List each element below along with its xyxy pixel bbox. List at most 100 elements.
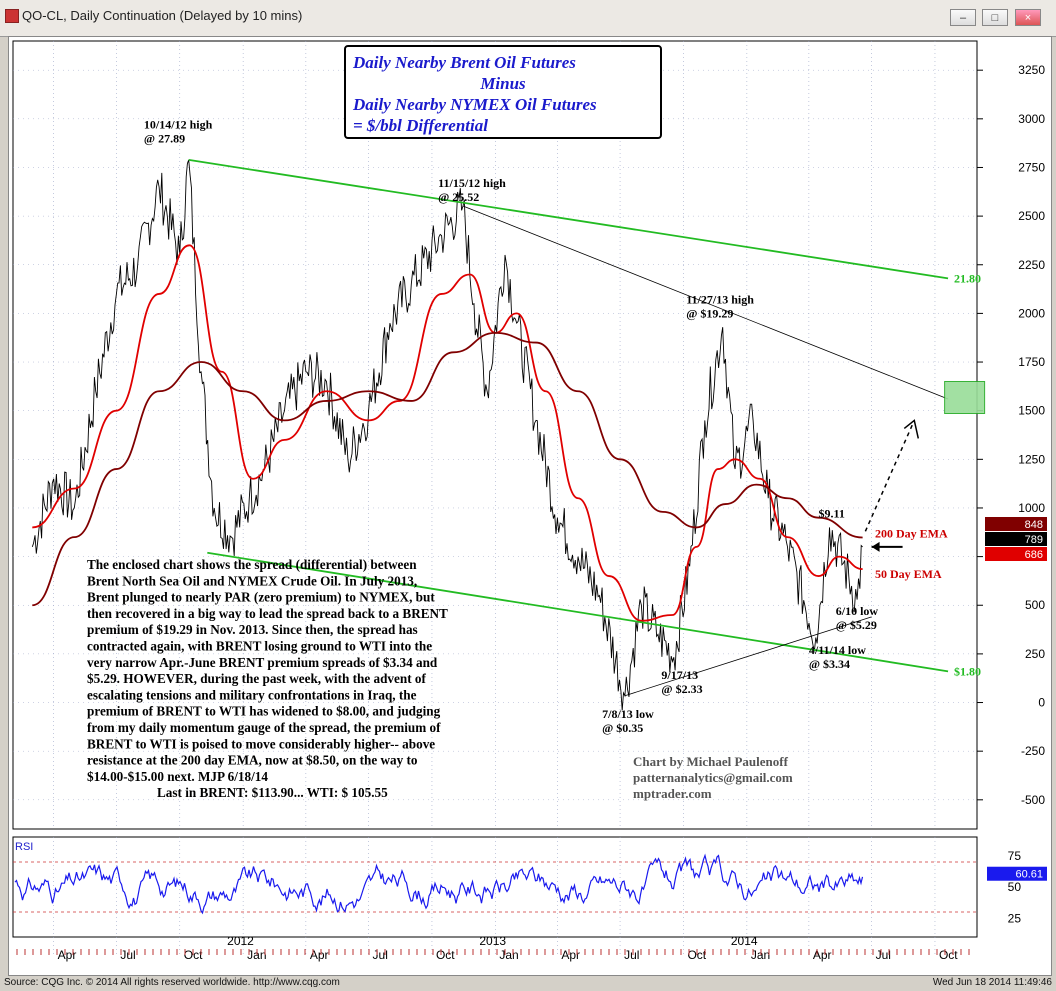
commentary-line: Last in BRENT: $113.90... WTI: $ 105.55 [157,785,388,800]
rsi-value-label: 60.61 [1015,869,1043,881]
commentary-line: premium of BRENT to WTI has widened to $… [87,704,441,719]
trendline [624,616,872,697]
rsi-label: RSI [15,841,33,853]
rsi-value-badge [987,866,1047,881]
commentary-line: contracted again, with BRENT losing grou… [87,639,432,654]
price-badge [985,517,1047,531]
x-month-label: Jul [373,948,388,962]
rsi-tick-label: 25 [1008,911,1022,925]
y-tick-label: -250 [1021,744,1045,758]
price-badge-label: 848 [1025,519,1043,531]
chart-window[interactable]: 3250 3000 2750 2500 2250 2000 1750 1500 1250 1000… [8,36,1052,976]
commentary-line: $5.29. HOWEVER, during the past week, wi… [87,671,426,686]
target-zone-box [944,380,986,414]
ema-label: 50 Day EMA [875,567,942,581]
title-box [344,45,662,139]
credit-line: mptrader.com [633,786,712,801]
commentary-line: premium of $19.29 in Nov. 2013. Since th… [87,622,418,637]
y-tick-label: 500 [1025,598,1045,612]
x-month-label: Apr [58,948,77,962]
window-title: QO-CL, Daily Continuation (Delayed by 10… [22,8,303,23]
annotation-label: 9/17/13 [661,668,698,682]
title-line: Minus [479,74,526,93]
annotation-label: @ $2.33 [661,682,702,696]
price-badge [985,532,1047,546]
y-tick-label: 2750 [1018,160,1045,174]
credit-line: Chart by Michael Paulenoff [633,754,789,769]
y-tick-label: 250 [1025,647,1045,661]
trendline [188,158,949,280]
title-line: = $/bbl Differential [353,116,488,135]
commentary-line: from my daily momentum gauge of the spre… [87,720,441,735]
commentary-line: $14.00-$15.00 next. MJP 6/18/14 [87,769,268,784]
series-200-day-ema [32,331,863,607]
commentary-line: The enclosed chart shows the spread (dif… [87,557,417,572]
annotation-label: @ 27.89 [144,132,185,146]
rsi-plot-frame [12,836,978,938]
close-button[interactable]: × [1015,9,1041,26]
status-footer: Source: CQG Inc. © 2014 All rights reser… [0,976,1056,991]
annotation-label: 11/15/12 high [438,176,506,190]
timestamp: Wed Jun 18 2014 11:49:46 [932,977,1052,988]
maximize-button[interactable]: □ [982,9,1008,26]
title-line: Daily Nearby NYMEX Oil Futures [352,95,597,114]
x-month-label: Jul [624,948,639,962]
y-tick-label: 2250 [1018,258,1045,272]
annotation-label: 7/8/13 low [602,707,654,721]
projection-arrow-head [903,419,920,439]
current-price-arrow-head [871,541,880,552]
commentary-line: then recovered in a big way to lead the … [87,606,448,621]
trendline [207,551,949,673]
price-badge [985,547,1047,561]
x-year-label: 2014 [731,934,758,948]
y-tick-label: -500 [1021,793,1045,807]
credit-line: patternanalytics@gmail.com [633,770,793,785]
annotation-label: $9.11 [819,507,845,521]
commentary-line: BRENT to WTI is poised to move considera… [87,736,435,751]
x-month-label: Apr [310,948,329,962]
commentary-line: resistance at the 200 day EMA, now at $8… [87,753,418,768]
annotation-label: @ 25.52 [438,190,479,204]
minimize-button[interactable]: – [950,9,976,26]
trendline-label: $1.80 [954,664,981,678]
x-year-label: 2012 [227,934,254,948]
price-badge-label: 686 [1025,549,1043,561]
x-month-label: Jul [120,948,135,962]
y-tick-label: 1250 [1018,452,1045,466]
y-tick-label: 1000 [1018,501,1045,515]
x-month-label: Oct [939,948,958,962]
y-tick-label: 3250 [1018,63,1045,77]
rsi-tick-label: 75 [1008,849,1022,863]
y-tick-label: 1750 [1018,355,1045,369]
x-year-label: 2013 [479,934,506,948]
commentary-line: Brent North Sea Oil and NYMEX Crude Oil.… [87,573,417,588]
x-month-label: Apr [561,948,580,962]
y-tick-label: 2000 [1018,306,1045,320]
y-tick-label: 1500 [1018,404,1045,418]
ema-label: 200 Day EMA [875,526,948,540]
x-month-label: Apr [813,948,832,962]
rsi-line [14,853,864,915]
x-month-label: Jan [499,948,518,962]
trendline [462,205,949,400]
annotation-label: 10/14/12 high [144,118,213,132]
annotation-label: @ $3.34 [809,657,850,671]
series-spread [31,159,863,711]
y-tick-label: 3000 [1018,112,1045,126]
window-titlebar: QO-CL, Daily Continuation (Delayed by 10… [0,0,1056,37]
spread-chart: 3250 3000 2750 2500 2250 2000 1750 1500 1250 1000… [12,40,1047,962]
annotation-label: 11/27/13 high [686,293,754,307]
price-badge-label: 789 [1025,534,1043,546]
y-tick-label: 2500 [1018,209,1045,223]
x-month-label: Oct [436,948,455,962]
title-line: Daily Nearby Brent Oil Futures [352,53,576,72]
commentary-line: very narrow Apr.-June BRENT premium spre… [87,655,438,670]
main-plot-frame [12,40,978,830]
annotation-label: @ $19.29 [686,307,733,321]
rsi-tick-label: 50 [1008,880,1022,894]
app-icon [5,9,19,23]
annotation-label: @ $0.35 [602,721,643,735]
commentary-line: Brent plunged to nearly PAR (zero premiu… [87,590,435,605]
x-month-label: Jul [876,948,891,962]
annotation-label: @ $5.29 [836,618,877,632]
